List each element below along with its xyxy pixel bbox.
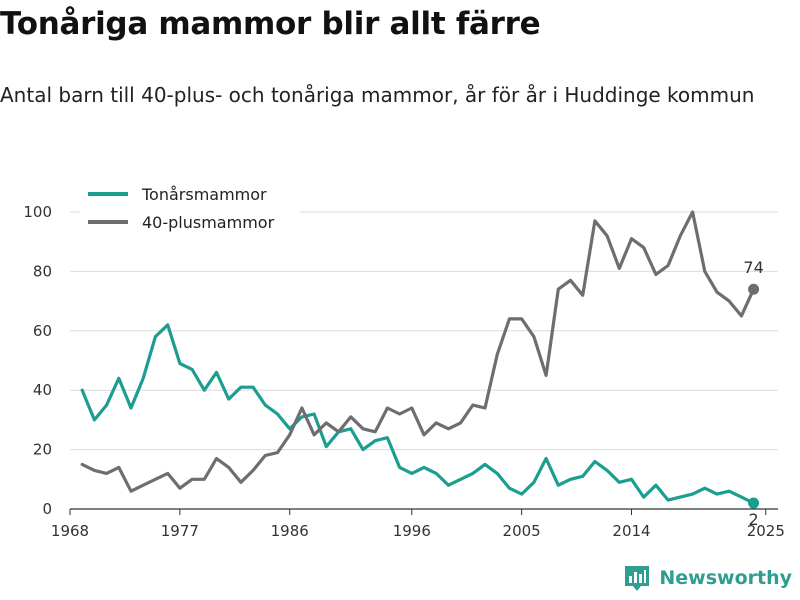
x-tick-label: 1977 (161, 522, 199, 540)
chart-title: Tonåriga mammor blir allt färre (0, 6, 541, 42)
x-tick-label: 2014 (612, 522, 650, 540)
legend-label: Tonårsmammor (141, 185, 267, 204)
legend-background (80, 180, 300, 240)
legend: Tonårsmammor 40-plusmammor (80, 180, 300, 240)
chart-subtitle: Antal barn till 40-plus- och tonåriga ma… (0, 83, 755, 107)
x-tick-label: 1996 (393, 522, 431, 540)
y-tick-label: 80 (33, 262, 52, 280)
axes: 0 20 40 60 80 100 1968 1977 1986 1996 2005 2014 2025 (23, 203, 785, 540)
y-tick-label: 40 (33, 381, 52, 399)
end-value-label-ton-rsmammor: 2 (748, 510, 758, 529)
series-lines: 2 74 (80, 210, 764, 529)
y-tick-label: 0 (42, 500, 52, 518)
brand-name: Newsworthy (659, 567, 792, 589)
series-end-point-40-plusmammor (748, 283, 760, 295)
legend-label: 40-plusmammor (142, 213, 275, 232)
x-tick-label: 2005 (503, 522, 541, 540)
series-line-40-plusmammor (80, 210, 756, 493)
y-tick-label: 60 (33, 322, 52, 340)
grid-lines (70, 211, 778, 451)
newsworthy-logo-icon (625, 566, 650, 591)
y-tick-label: 100 (23, 203, 52, 221)
x-tick-label: 1968 (51, 522, 89, 540)
series-end-point-ton-rsmammor (748, 497, 760, 509)
x-tick-label: 1986 (271, 522, 309, 540)
end-value-label-40-plusmammor: 74 (743, 258, 763, 277)
brand-logo: Newsworthy (623, 564, 792, 592)
y-tick-label: 20 (33, 441, 52, 459)
series-line-ton-rsmammor (80, 323, 756, 505)
x-tick-label: 2025 (747, 522, 785, 540)
